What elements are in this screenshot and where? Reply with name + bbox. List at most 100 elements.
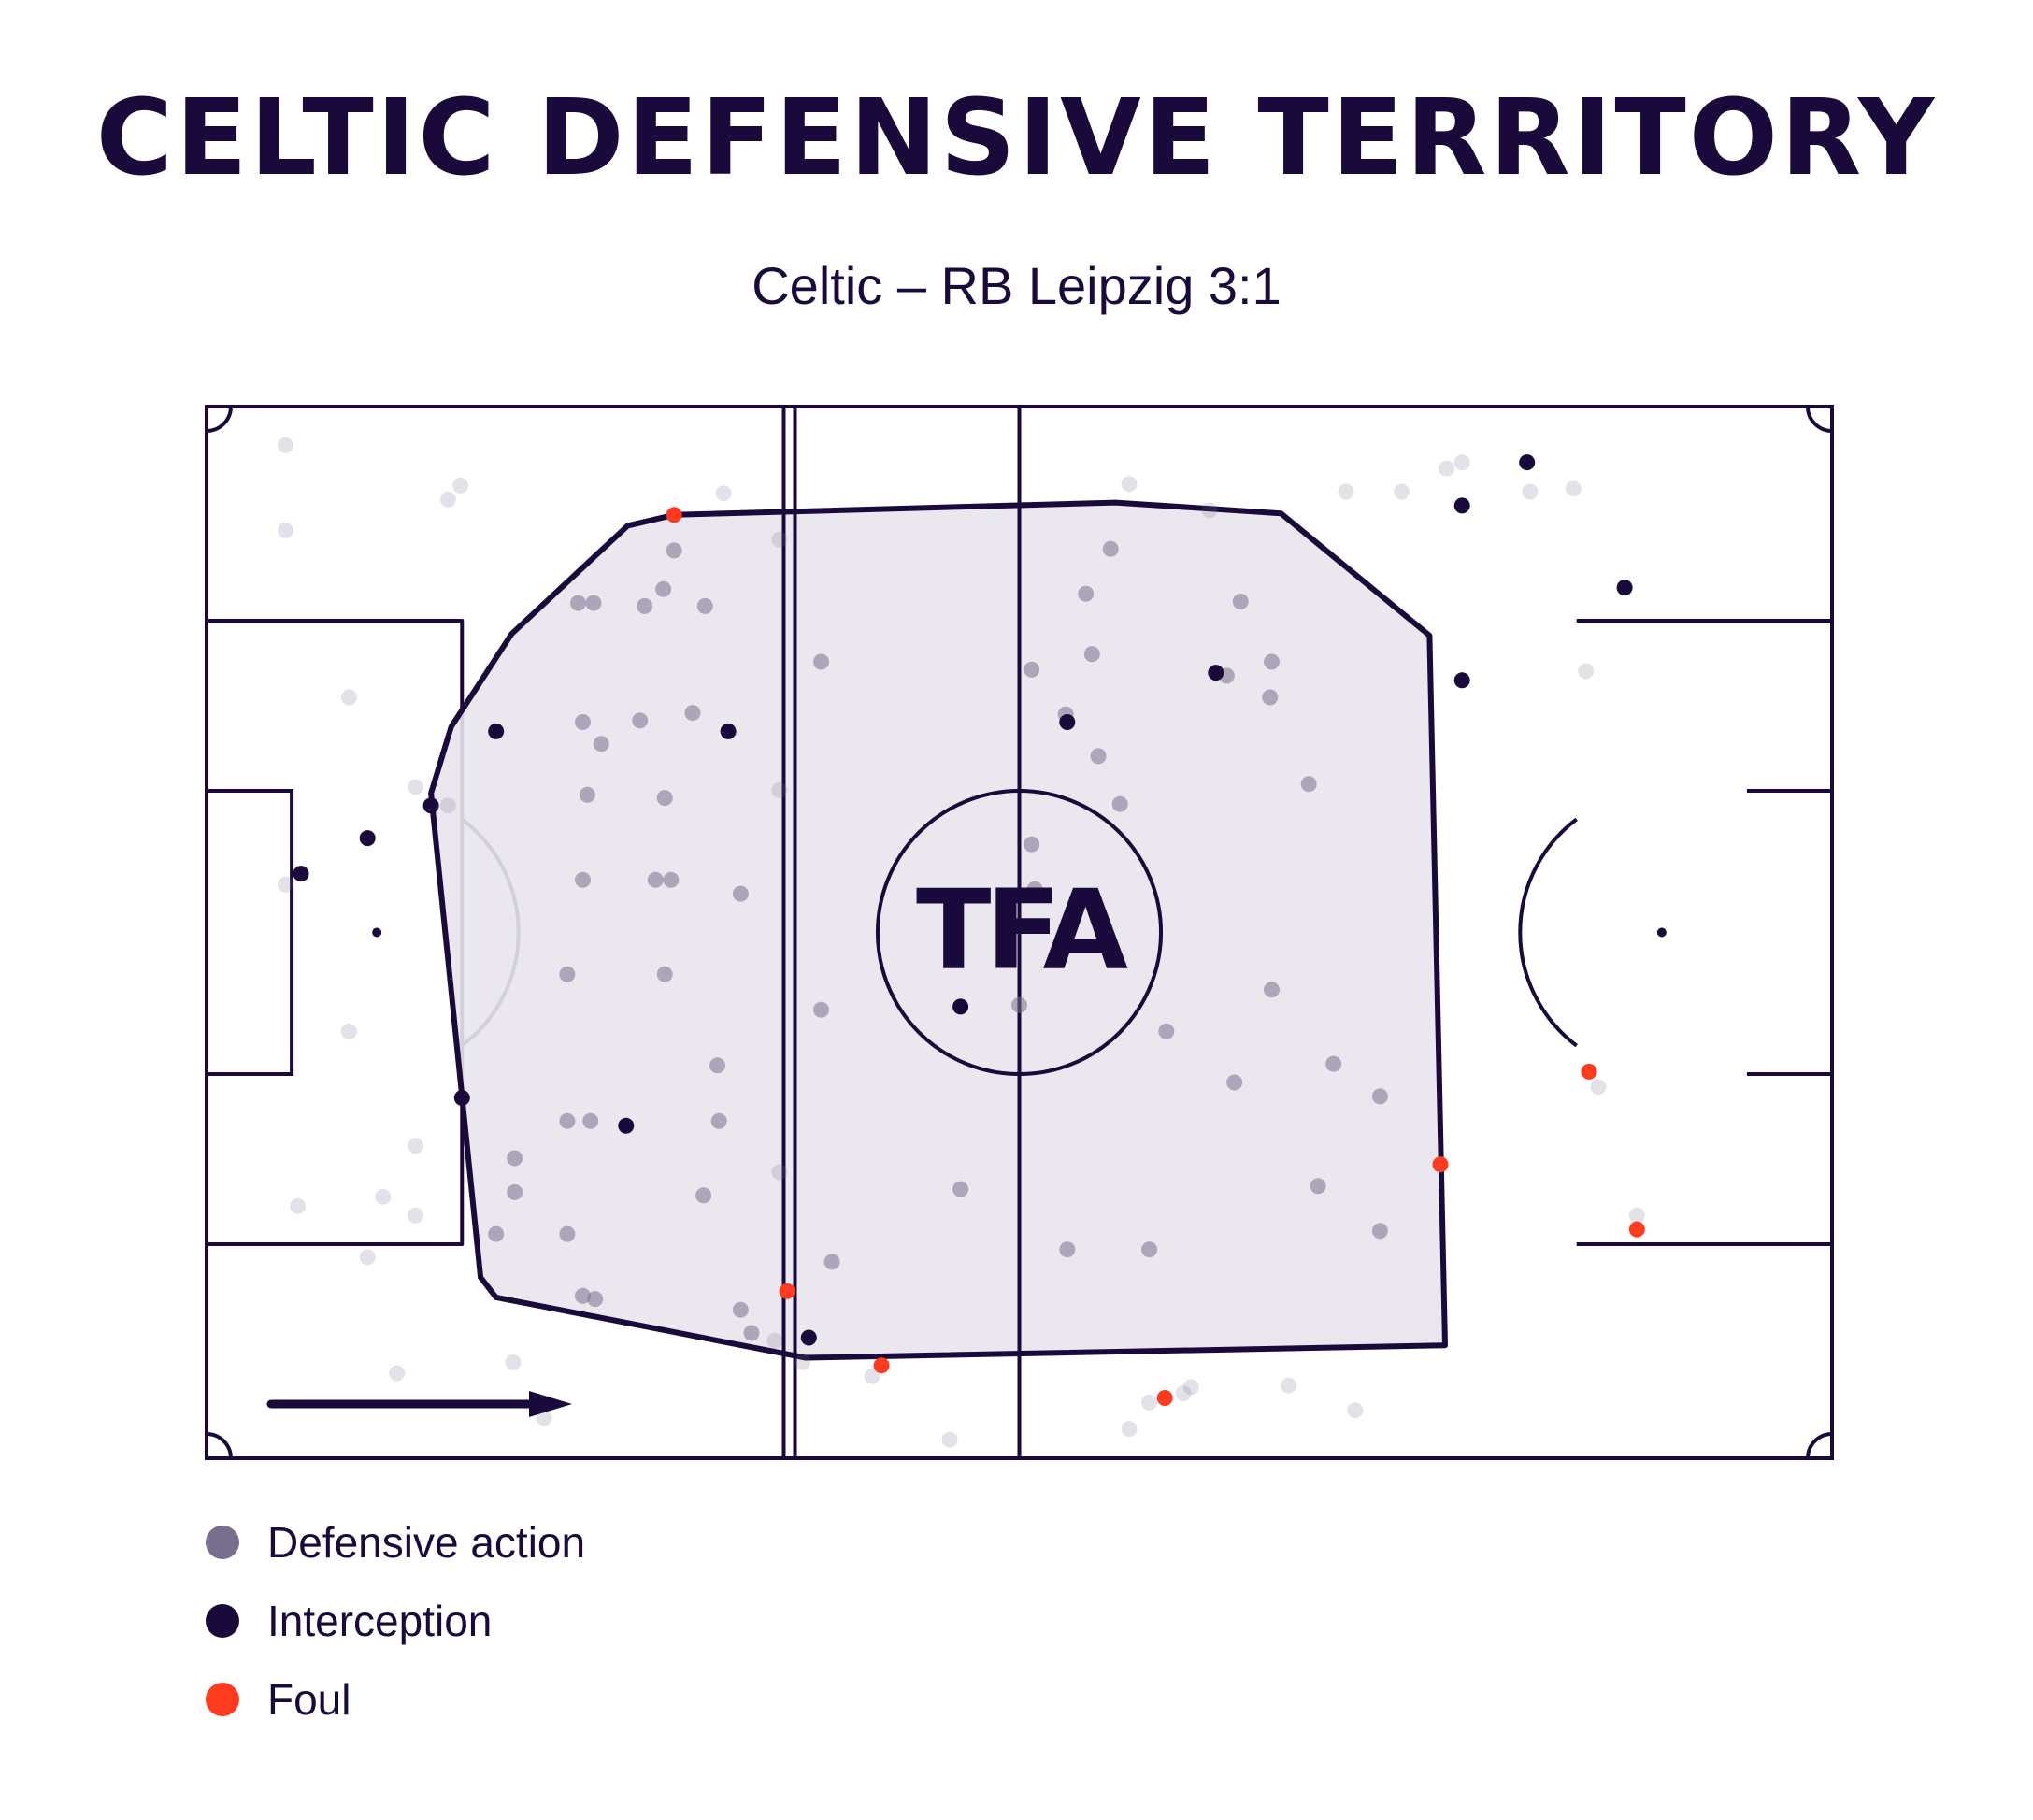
interception-point — [488, 723, 505, 739]
defensive-action-point — [666, 542, 682, 559]
defensive-action-point — [1590, 1079, 1607, 1096]
foul-point — [779, 1283, 795, 1299]
defensive-action-point — [1059, 1241, 1076, 1258]
legend-dot-defensive-action — [206, 1526, 239, 1559]
interception-point — [952, 998, 969, 1015]
defensive-action-point — [278, 876, 293, 893]
legend-dot-interception — [206, 1604, 239, 1638]
defensive-action-point — [1024, 661, 1040, 678]
corner-arc — [206, 1432, 233, 1459]
defensive-action-point — [570, 595, 586, 611]
interception-point — [800, 1329, 817, 1346]
territory-layer — [428, 407, 1448, 1458]
defensive-action-point — [732, 1301, 749, 1318]
foul-point — [1581, 1063, 1597, 1080]
defensive-action-point — [1338, 483, 1354, 500]
defensive-action-point — [1565, 480, 1582, 497]
corner-arc — [1806, 406, 1833, 433]
foul-point — [873, 1357, 890, 1374]
penalty-area-left — [207, 618, 465, 1247]
defensive-action-point — [1264, 982, 1280, 998]
defensive-action-point — [1371, 1088, 1388, 1105]
goal-area-left — [207, 788, 294, 1077]
defensive-action-point — [684, 705, 701, 722]
defensive-action-point — [709, 1057, 725, 1074]
penalty-area-right — [1576, 618, 1834, 1247]
page-subtitle: Celtic – RB Leipzig 3:1 — [752, 256, 1281, 315]
defensive-action-point — [1347, 1402, 1364, 1419]
defensive-action-point — [408, 779, 424, 795]
defensive-action-point — [695, 1187, 712, 1204]
defensive-action-point — [585, 595, 602, 611]
defensive-action-point — [375, 1188, 392, 1205]
defensive-action-point — [340, 689, 357, 706]
defensive-action-point — [507, 1150, 523, 1167]
defensive-action-point — [559, 966, 576, 982]
defensive-action-point — [278, 522, 293, 538]
penalty-spot-left — [372, 927, 382, 938]
defensive-action-point — [389, 1365, 406, 1382]
defensive-action-point — [408, 1207, 424, 1224]
defensive-action-point — [656, 790, 673, 807]
defensive-action-point — [1078, 585, 1095, 602]
defensive-action-point — [439, 491, 456, 508]
defensive-action-point — [1026, 881, 1043, 897]
defensive-action-point — [1141, 1241, 1158, 1258]
defensive-action-point — [1300, 776, 1317, 793]
defensive-action-point — [579, 786, 595, 803]
defensive-action-point — [1281, 1377, 1297, 1394]
goal-area-right — [1746, 788, 1834, 1077]
defensive-action-point — [559, 1225, 576, 1242]
defensive-action-point — [536, 1410, 552, 1426]
defensive-action-point — [1141, 1394, 1158, 1411]
defensive-action-point — [587, 1291, 604, 1308]
defensive-action-point — [632, 712, 649, 729]
foul-point — [1432, 1156, 1449, 1173]
defensive-action-point — [408, 1138, 424, 1154]
legend-label: Defensive action — [267, 1518, 586, 1567]
interception-point — [359, 830, 376, 847]
page-title: CELTIC DEFENSIVE TERRITORY — [95, 78, 1938, 199]
foul-point — [666, 507, 682, 523]
defensive-action-point — [941, 1431, 958, 1448]
interception-point — [422, 797, 439, 814]
interception-point — [1453, 672, 1470, 689]
foul-point — [1156, 1390, 1173, 1406]
defensive-action-point — [771, 531, 788, 548]
points-layer — [278, 437, 1645, 1448]
defensive-action-point — [1011, 996, 1027, 1013]
defensive-action-point — [1121, 476, 1138, 493]
defensive-action-point — [732, 885, 749, 902]
defensive-action-point — [278, 437, 293, 453]
defensive-action-point — [575, 1287, 591, 1304]
interception-point — [1208, 665, 1224, 681]
defensive-action-point — [1439, 460, 1455, 477]
corner-arc — [206, 406, 233, 433]
defensive-action-point — [575, 714, 591, 730]
defensive-action-point — [710, 1112, 727, 1129]
defensive-action-point — [1024, 836, 1040, 853]
defensive-action-point — [864, 1368, 880, 1384]
defensive-action-point — [340, 1023, 357, 1039]
penalty-arc-right — [1518, 817, 1578, 1048]
territory-outline — [428, 499, 1448, 1361]
defensive-action-point — [743, 1325, 760, 1341]
defensive-action-point — [1578, 663, 1595, 680]
defensive-action-point — [795, 1354, 811, 1370]
defensive-action-point — [952, 1181, 969, 1197]
defensive-action-point — [505, 1354, 522, 1370]
defensive-action-point — [1628, 1207, 1645, 1224]
interception-point — [293, 866, 309, 882]
defensive-action-point — [439, 797, 456, 814]
tfa-logo-text: TFA — [916, 866, 1128, 995]
defensive-action-point — [663, 871, 680, 888]
penalty-spot-right — [1656, 927, 1667, 938]
defensive-action-point — [1226, 1074, 1243, 1091]
defensive-action-point — [582, 1112, 599, 1129]
defensive-action-point — [1325, 1055, 1342, 1072]
defensive-action-point — [1090, 748, 1107, 765]
defensive-action-point — [771, 781, 788, 798]
territory-fill — [431, 502, 1446, 1358]
defensive-action-point — [575, 871, 591, 888]
defensive-action-point — [813, 1001, 829, 1018]
